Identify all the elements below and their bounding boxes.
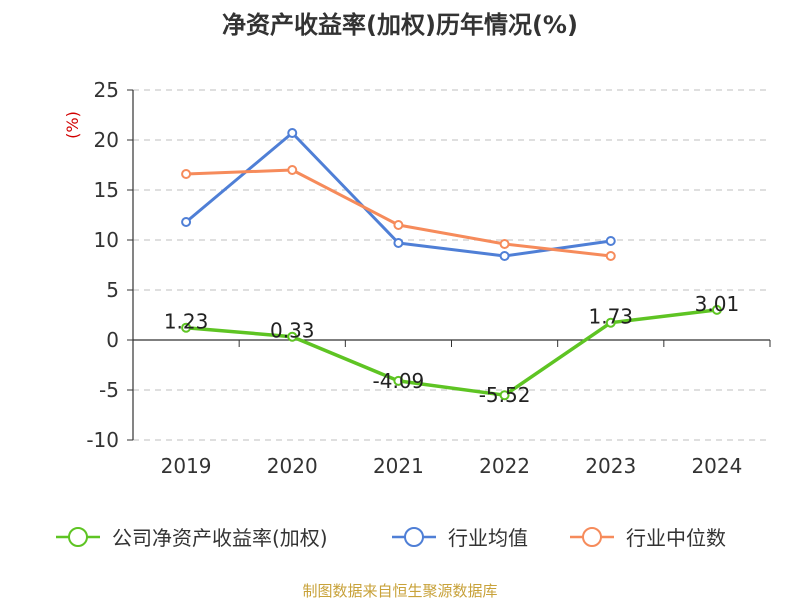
series-line (185, 308, 718, 397)
x-tick-label: 2022 (479, 454, 530, 478)
series-point (181, 169, 192, 179)
series-line (185, 131, 611, 258)
series-point (499, 251, 510, 261)
legend-marker (68, 527, 88, 547)
legend-item: 行业均值 (392, 526, 528, 550)
legend-marker (404, 527, 424, 547)
source-note: 制图数据来自恒生聚源数据库 (302, 582, 497, 600)
data-label: 1.23 (164, 310, 209, 334)
series-point (287, 331, 298, 342)
y-tick-label: -5 (99, 378, 119, 402)
data-labels: 1.23 0.33 -4.09 -5.52 1.73 3.01 (164, 292, 739, 407)
x-tick-label: 2020 (267, 454, 318, 478)
data-label: 1.73 (588, 305, 633, 329)
legend-label: 行业均值 (448, 526, 528, 550)
series-point (393, 375, 404, 386)
series-point (605, 251, 616, 261)
y-tick-label: -10 (86, 428, 119, 452)
series-point (605, 236, 616, 246)
gridlines (133, 89, 770, 441)
series-point (181, 217, 192, 227)
y-tick-label: 10 (94, 228, 119, 252)
legend-label: 公司净资产收益率(加权) (112, 526, 328, 550)
series-point (287, 165, 298, 175)
series-point (393, 238, 404, 248)
legend-label: 行业中位数 (626, 526, 726, 550)
y-tick-label: 15 (94, 178, 119, 202)
y-tick-label: 0 (106, 328, 119, 352)
series-point (499, 239, 510, 249)
legend: 公司净资产收益率(加权) 行业均值 行业中位数 (56, 526, 726, 550)
x-tick-label: 2024 (691, 454, 742, 478)
series-point (711, 304, 722, 315)
series-point (499, 390, 510, 401)
y-tick-label: 20 (94, 128, 119, 152)
y-tick-label: 25 (94, 78, 119, 102)
data-label: 0.33 (270, 319, 315, 343)
x-tick-label: 2021 (373, 454, 424, 478)
series-point (393, 220, 404, 230)
x-tick-label: 2023 (585, 454, 636, 478)
y-axis-unit: (%) (63, 111, 82, 139)
series-point (287, 128, 298, 138)
chart-title: 净资产收益率(加权)历年情况(%) (222, 11, 578, 39)
y-tick-label: 5 (106, 278, 119, 302)
data-label: -4.09 (373, 369, 425, 393)
data-label: 3.01 (695, 292, 740, 316)
data-label: -5.52 (479, 383, 531, 407)
series-point (181, 322, 192, 333)
x-tick-label: 2019 (161, 454, 212, 478)
axes: 25 20 15 10 5 0 -5 -10 2019 2020 2021 2022 2023 2024 (86, 78, 771, 478)
legend-item: 公司净资产收益率(加权) (56, 526, 328, 550)
series-group (181, 128, 722, 401)
legend-marker (582, 527, 602, 547)
series-point (605, 317, 616, 328)
legend-item: 行业中位数 (570, 526, 726, 550)
